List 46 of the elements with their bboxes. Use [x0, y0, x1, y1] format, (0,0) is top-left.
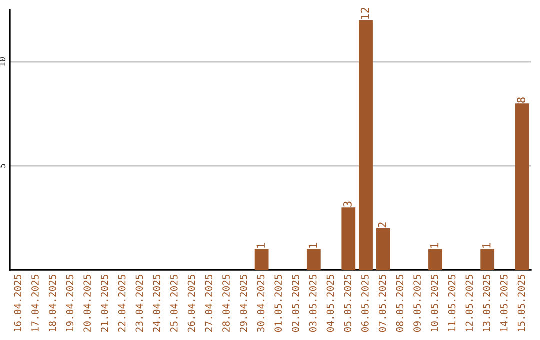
- x-tick-label: 09.05.2025: [414, 274, 421, 332]
- x-tick-label: 13.05.2025: [483, 274, 490, 332]
- x-tick-label: 19.04.2025: [66, 274, 74, 332]
- x-tick-label: 11.05.2025: [448, 274, 456, 332]
- x-tick-label: 24.04.2025: [153, 274, 160, 332]
- x-tick-label: 25.04.2025: [170, 274, 178, 332]
- bar: [428, 249, 442, 270]
- x-tick-label: 01.05.2025: [274, 274, 282, 332]
- bar: [254, 249, 269, 270]
- x-tick-label: 06.05.2025: [362, 274, 369, 332]
- bar: [480, 249, 495, 270]
- x-tick-label: 08.05.2025: [396, 274, 404, 332]
- x-tick-label: 23.04.2025: [136, 274, 144, 332]
- x-tick-label: 26.04.2025: [188, 274, 196, 332]
- x-tick-label: 29.04.2025: [240, 274, 248, 332]
- x-tick-label: 14.05.2025: [500, 274, 508, 332]
- x-tick-label: 18.04.2025: [48, 274, 56, 332]
- data-label: 8: [517, 98, 526, 103]
- x-tick-label: 28.04.2025: [222, 274, 230, 332]
- data-label: 1: [308, 243, 318, 248]
- bar: [306, 249, 321, 270]
- bar: [359, 20, 373, 270]
- data-label: 1: [256, 243, 265, 248]
- x-tick-label: 10.05.2025: [430, 274, 438, 332]
- x-tick-label: 30.04.2025: [257, 274, 265, 332]
- x-tick-label: 20.04.2025: [84, 274, 91, 332]
- data-label: 1: [482, 243, 491, 248]
- x-tick-label: 05.05.2025: [344, 274, 352, 332]
- data-label: 12: [360, 8, 370, 20]
- data-label: 1: [430, 243, 439, 248]
- x-tick-label: 27.04.2025: [205, 274, 213, 332]
- bar: [342, 208, 356, 270]
- data-label: 2: [378, 222, 386, 228]
- data-label: 3: [344, 202, 352, 207]
- x-tick-label: 07.05.2025: [378, 274, 386, 332]
- x-tick-label: 16.04.2025: [14, 274, 22, 332]
- x-tick-label: 02.05.2025: [292, 274, 300, 332]
- x-tick-label: 15.05.2025: [518, 274, 526, 332]
- x-tick-label: 21.04.2025: [101, 274, 108, 332]
- x-tick-label: 04.05.2025: [326, 274, 334, 332]
- x-tick-label: 03.05.2025: [309, 274, 317, 332]
- x-tick-label: 12.05.2025: [466, 274, 474, 332]
- x-tick-label: 22.04.2025: [118, 274, 126, 332]
- bar: [515, 104, 530, 270]
- x-tick-label: 17.04.2025: [32, 274, 39, 332]
- bar: [376, 228, 390, 270]
